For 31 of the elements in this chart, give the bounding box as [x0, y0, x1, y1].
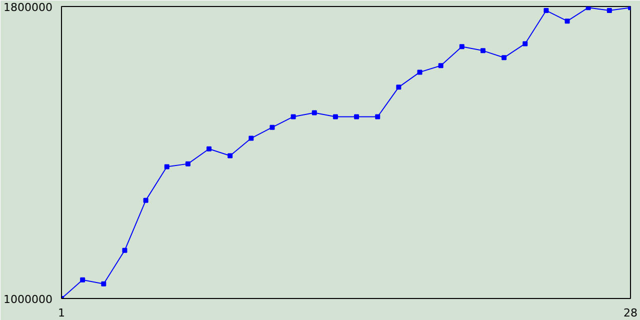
point: [248, 136, 254, 141]
point: [228, 153, 233, 158]
y-tick-label: 1000000: [4, 293, 53, 306]
point: [185, 161, 190, 166]
point: [396, 84, 402, 90]
point: [80, 277, 86, 282]
point: [564, 18, 570, 24]
point: [459, 44, 464, 50]
point: [480, 48, 486, 54]
x-tick-label: 1: [58, 306, 65, 320]
point: [122, 248, 128, 253]
line-series: [62, 6, 630, 298]
point: [606, 8, 612, 14]
point: [586, 6, 591, 10]
point: [312, 110, 317, 116]
point: [164, 164, 170, 170]
x-tick-label: 28: [624, 306, 638, 320]
point: [522, 41, 528, 46]
point: [502, 55, 507, 60]
point: [544, 8, 549, 14]
y-tick-label: 1800000: [4, 1, 53, 14]
point: [290, 114, 296, 120]
point: [417, 70, 422, 75]
point: [375, 114, 380, 120]
point: [438, 63, 444, 68]
point: [270, 124, 275, 130]
point: [143, 198, 148, 203]
point: [332, 114, 338, 120]
point: [354, 114, 360, 120]
point: [206, 146, 212, 152]
point: [101, 281, 106, 286]
